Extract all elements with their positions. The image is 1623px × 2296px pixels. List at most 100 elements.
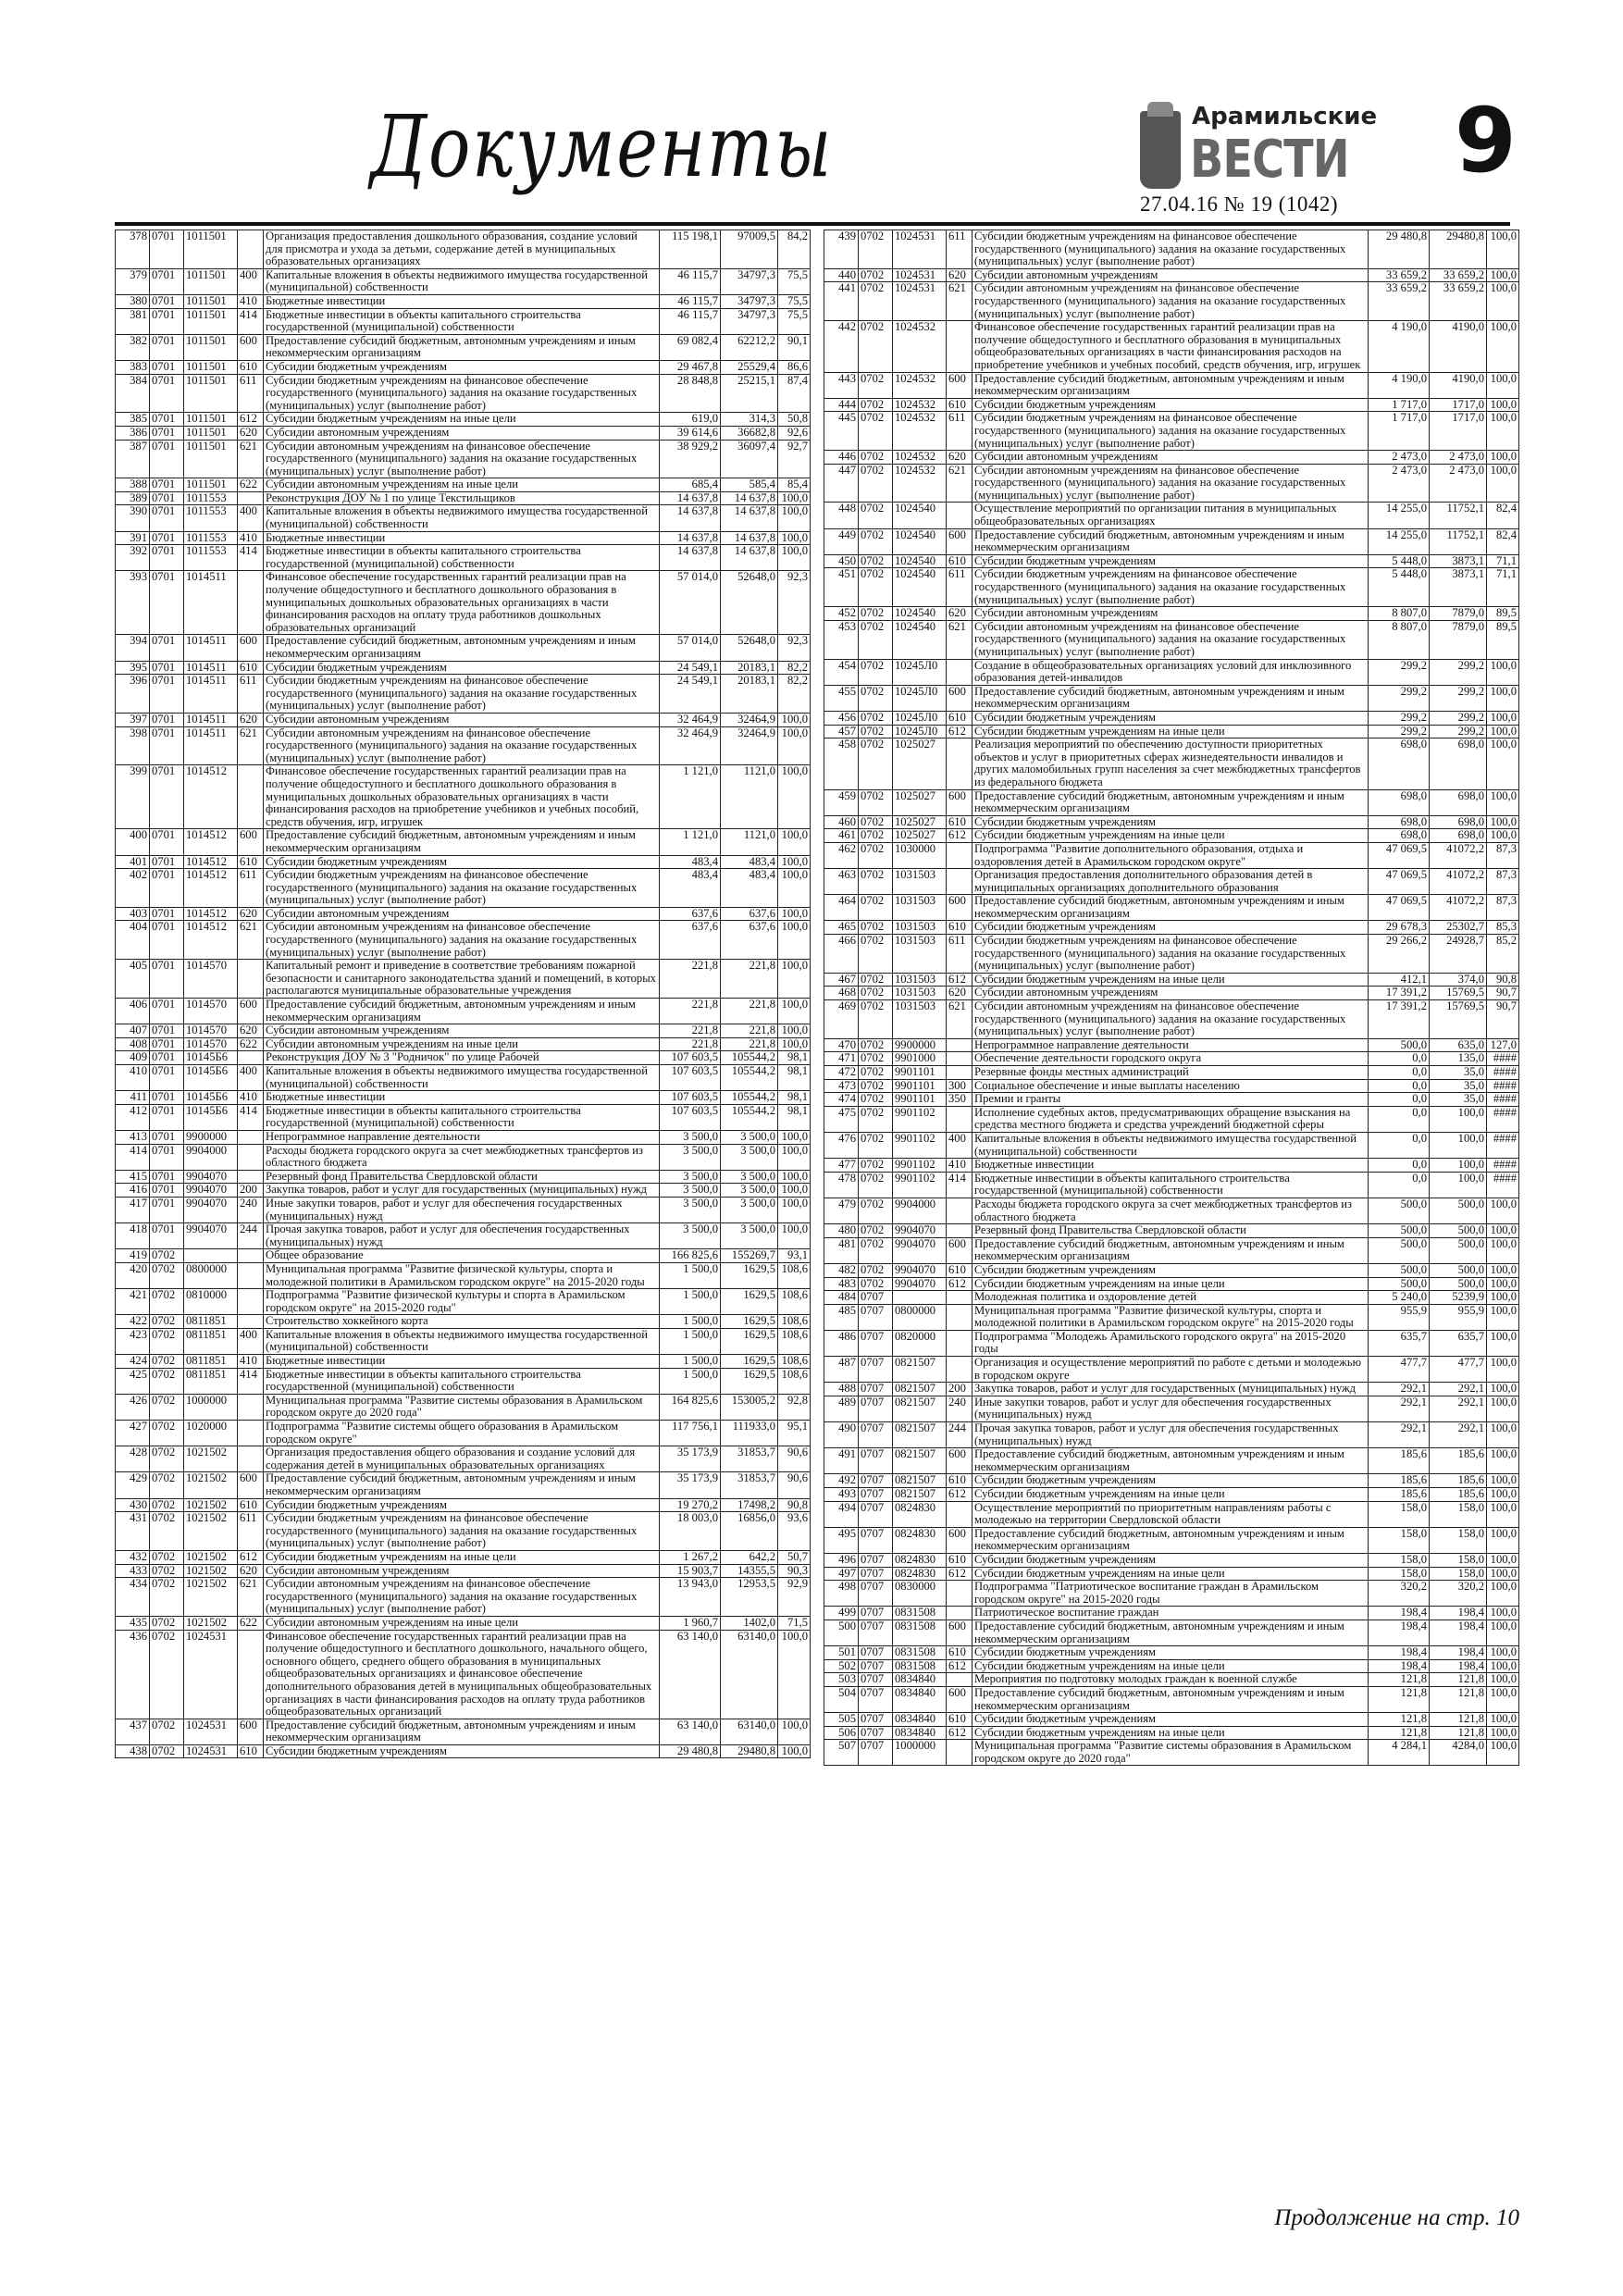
expense-type-code-cell: 600 xyxy=(237,828,264,856)
execution-percent-cell: 100,0 xyxy=(1486,1276,1519,1292)
header-divider xyxy=(115,222,1510,226)
description-cell: Субсидии бюджетным учреждениям xyxy=(263,660,660,676)
table-row: 420 0702 0800000 Муниципальная программа "Р… xyxy=(115,1261,811,1290)
description-cell: Субсидии бюджетным учреждениям xyxy=(263,359,660,375)
description-cell: Расходы бюджета городского округа за сче… xyxy=(263,1143,660,1171)
row-number-cell: 453 xyxy=(824,619,859,660)
row-number-cell: 458 xyxy=(824,738,859,790)
target-article-code-cell: 1031503 xyxy=(892,986,947,1001)
execution-percent-cell: 100,0 xyxy=(777,544,811,572)
description-cell: Субсидии бюджетным учреждениям на иные ц… xyxy=(972,1566,1369,1582)
section-code-cell: 0707 xyxy=(858,1580,893,1607)
expense-type-code-cell: 600 xyxy=(946,1619,973,1647)
expense-type-code-cell: 612 xyxy=(946,1487,973,1502)
expense-type-code-cell xyxy=(237,1420,264,1447)
description-cell: Субсидии бюджетным учреждениям на иные ц… xyxy=(972,724,1369,739)
description-cell: Организация предоставления дополнительно… xyxy=(972,868,1369,896)
row-number-cell: 492 xyxy=(824,1473,859,1488)
description-cell: Обеспечение деятельности городского окру… xyxy=(972,1051,1369,1066)
table-row: 474 0702 9901101 350 Премии и гранты 0,0 35,0 #… xyxy=(824,1092,1519,1107)
actual-amount-cell: 14 637,8 xyxy=(720,544,778,572)
execution-percent-cell: 98,1 xyxy=(777,1090,811,1105)
description-cell: Субсидии автономным учреждениям на финан… xyxy=(263,726,660,766)
section-code-cell: 0702 xyxy=(858,463,893,503)
actual-amount-cell: 1717,0 xyxy=(1429,411,1487,452)
description-cell: Финансовое обеспечение государственных г… xyxy=(263,570,660,636)
actual-amount-cell: 105544,2 xyxy=(720,1103,778,1131)
section-code-cell: 0707 xyxy=(858,1329,893,1358)
table-row: 404 0701 1014512 621 Субсидии автономным учр… xyxy=(115,920,811,961)
row-number-cell: 442 xyxy=(824,320,859,373)
planned-amount-cell: 0,0 xyxy=(1368,1171,1430,1198)
row-number-cell: 399 xyxy=(115,764,150,830)
description-cell: Субсидии бюджетным учреждениям xyxy=(263,1744,660,1759)
execution-percent-cell: 75,5 xyxy=(777,293,811,309)
actual-amount-cell: 52648,0 xyxy=(720,570,778,636)
planned-amount-cell: 4 190,0 xyxy=(1368,320,1430,373)
execution-percent-cell: 100,0 xyxy=(777,1024,811,1038)
actual-amount-cell: 3 500,0 xyxy=(720,1169,778,1185)
planned-amount-cell: 299,2 xyxy=(1368,710,1430,726)
expense-type-code-cell xyxy=(946,1739,973,1767)
planned-amount-cell: 35 173,9 xyxy=(659,1471,721,1499)
expense-type-code-cell: 600 xyxy=(237,1471,264,1499)
target-article-code-cell: 1031503 xyxy=(892,868,947,896)
execution-percent-cell: 100,0 xyxy=(1486,1473,1519,1488)
description-cell: Субсидии бюджетным учреждениям на иные ц… xyxy=(263,1549,660,1565)
execution-percent-cell: 82,2 xyxy=(777,674,811,714)
table-row: 468 0702 1031503 620 Субсидии автономным учр… xyxy=(824,986,1519,1001)
table-row: 437 0702 1024531 600 Предоставление субсидий… xyxy=(115,1718,811,1745)
expense-type-code-cell: 622 xyxy=(237,478,264,492)
row-number-cell: 426 xyxy=(115,1393,150,1421)
description-cell: Субсидии бюджетным учреждениям xyxy=(972,814,1369,830)
row-number-cell: 393 xyxy=(115,570,150,636)
target-article-code-cell: 1011501 xyxy=(183,359,238,375)
description-cell: Реализация мероприятий по обеспечению до… xyxy=(972,738,1369,790)
section-code-cell: 0702 xyxy=(858,553,893,569)
description-cell: Создание в общеобразовательных организац… xyxy=(972,658,1369,686)
description-cell: Молодежная политика и оздоровление детей xyxy=(972,1290,1369,1305)
execution-percent-cell: 100,0 xyxy=(1486,1303,1519,1331)
actual-amount-cell: 158,0 xyxy=(1429,1526,1487,1554)
actual-amount-cell: 314,3 xyxy=(720,412,778,427)
description-cell: Бюджетные инвестиции в объекты капитальн… xyxy=(263,1367,660,1395)
actual-amount-cell: 32464,9 xyxy=(720,712,778,727)
section-code-cell: 0707 xyxy=(858,1658,893,1674)
target-article-code-cell: 0820000 xyxy=(892,1329,947,1358)
description-cell: Субсидии автономным учреждениям на иные … xyxy=(263,478,660,492)
expense-type-code-cell: 610 xyxy=(946,1473,973,1488)
target-article-code-cell: 1011553 xyxy=(183,504,238,532)
expense-type-code-cell xyxy=(946,1580,973,1607)
actual-amount-cell: 500,0 xyxy=(1429,1276,1487,1292)
target-article-code-cell: 9901101 xyxy=(892,1065,947,1080)
row-number-cell: 446 xyxy=(824,450,859,465)
target-article-code-cell: 1014512 xyxy=(183,854,238,870)
table-row: 500 0707 0831508 600 Предоставление субсидий… xyxy=(824,1619,1519,1647)
row-number-cell: 447 xyxy=(824,463,859,503)
section-code-cell: 0702 xyxy=(858,894,893,922)
row-number-cell: 436 xyxy=(115,1629,150,1719)
execution-percent-cell: 90,7 xyxy=(1486,986,1519,1001)
actual-amount-cell: 155269,7 xyxy=(720,1248,778,1263)
row-number-cell: 403 xyxy=(115,906,150,922)
target-article-code-cell: 0834840 xyxy=(892,1685,947,1714)
planned-amount-cell: 35 173,9 xyxy=(659,1446,721,1473)
row-number-cell: 433 xyxy=(115,1563,150,1579)
actual-amount-cell: 63140,0 xyxy=(720,1718,778,1745)
description-cell: Субсидии бюджетным учреждениям на финанс… xyxy=(263,1511,660,1551)
target-article-code-cell: 10245Л0 xyxy=(892,724,947,739)
actual-amount-cell: 20183,1 xyxy=(720,674,778,714)
target-article-code-cell: 10245Л0 xyxy=(892,658,947,686)
execution-percent-cell: 100,0 xyxy=(1486,1566,1519,1582)
actual-amount-cell: 5239,9 xyxy=(1429,1290,1487,1305)
target-article-code-cell: 1024531 xyxy=(892,267,947,283)
table-row: 487 0707 0821507 Организация и осуществлени… xyxy=(824,1356,1519,1384)
row-number-cell: 500 xyxy=(824,1619,859,1647)
expense-type-code-cell: 400 xyxy=(237,1063,264,1092)
row-number-cell: 390 xyxy=(115,504,150,532)
planned-amount-cell: 500,0 xyxy=(1368,1276,1430,1292)
row-number-cell: 495 xyxy=(824,1526,859,1554)
expense-type-code-cell: 600 xyxy=(237,1718,264,1745)
expense-type-code-cell xyxy=(237,1248,264,1263)
description-cell: Муниципальная программа "Развитие физиче… xyxy=(972,1303,1369,1331)
